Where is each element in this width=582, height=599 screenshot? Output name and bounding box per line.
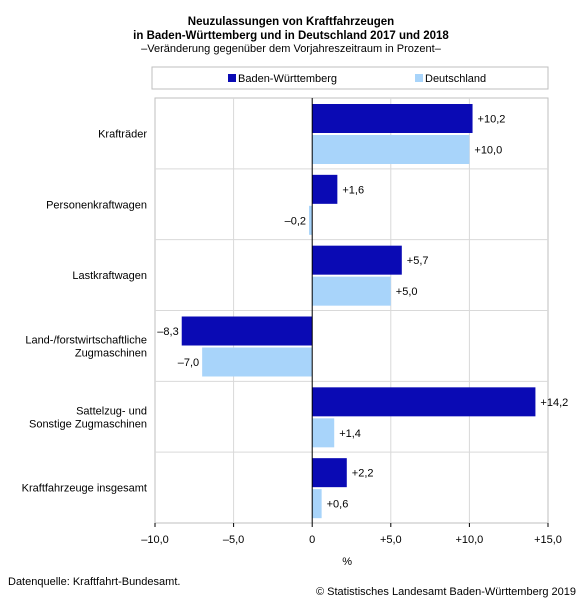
x-tick-label: 0 (309, 534, 315, 546)
legend-box (151, 66, 549, 90)
data-bar (312, 174, 338, 204)
data-label: +0,6 (327, 499, 349, 511)
chart-title-line-1: Neuzulassungen von Kraftfahrzeugen (187, 16, 395, 28)
legend-swatch (415, 74, 423, 82)
data-bar (312, 489, 322, 519)
source-note: Datenquelle: Kraftfahrt-Bundesamt. (8, 576, 181, 588)
data-label: –7,0 (178, 357, 199, 369)
category-label: Land-/forstwirtschaftliche (25, 334, 147, 346)
data-bar (181, 316, 313, 346)
data-label: +2,2 (352, 468, 374, 480)
x-axis-label: % (342, 556, 352, 568)
chart-subtitle: –Veränderung gegenüber dem Vorjahreszeit… (141, 43, 441, 55)
data-bar (202, 347, 313, 377)
x-tick-label: –5,0 (223, 534, 244, 546)
data-bar (312, 135, 470, 164)
category-label: Zugmaschinen (75, 347, 147, 359)
x-tick-label: +5,0 (380, 534, 402, 546)
category-label: Kraftfahrzeuge insgesamt (22, 483, 147, 495)
category-label: Lastkraftwagen (72, 270, 147, 282)
data-label: +14,2 (540, 397, 568, 409)
data-label: +1,6 (342, 184, 364, 196)
chart-title-line-2: in Baden-Württemberg und in Deutschland … (133, 30, 449, 42)
data-label: –0,2 (285, 215, 306, 227)
legend-label: Deutschland (425, 73, 486, 85)
data-label: +10,2 (478, 114, 506, 126)
copyright-note: © Statistisches Landesamt Baden-Württemb… (315, 586, 576, 598)
data-bar (309, 205, 313, 235)
data-label: +1,4 (339, 428, 361, 440)
data-bar (312, 458, 347, 488)
data-label: –8,3 (157, 326, 178, 338)
data-label: +5,0 (396, 286, 418, 298)
category-label: Sonstige Zugmaschinen (29, 418, 147, 430)
data-bar (312, 104, 473, 133)
data-label: +10,0 (474, 145, 502, 157)
data-bar (312, 418, 335, 448)
legend-label: Baden-Württemberg (238, 73, 337, 85)
data-bar (312, 387, 536, 417)
x-tick-label: +15,0 (534, 534, 562, 546)
x-tick-label: +10,0 (455, 534, 483, 546)
category-label: Personenkraftwagen (46, 199, 147, 211)
data-bar (312, 245, 402, 275)
category-label: Krafträder (98, 128, 147, 140)
data-label: +5,7 (407, 255, 429, 267)
x-tick-label: –10,0 (141, 534, 169, 546)
legend-swatch (228, 74, 236, 82)
data-bar (312, 276, 391, 306)
category-label: Sattelzug- und (76, 405, 147, 417)
